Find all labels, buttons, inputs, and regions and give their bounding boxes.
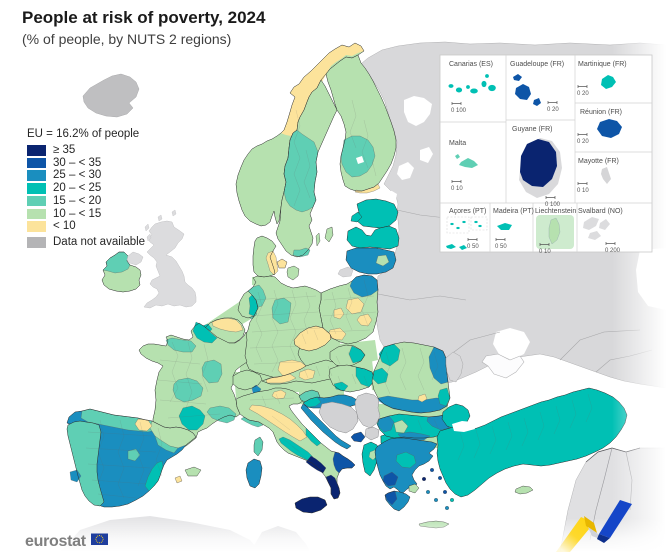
svg-text:0 200: 0 200 — [605, 248, 621, 254]
svg-text:Madeira (PT): Madeira (PT) — [493, 208, 534, 215]
svg-text:Réunion (FR): Réunion (FR) — [580, 109, 622, 116]
svg-text:0 100: 0 100 — [451, 108, 467, 114]
svg-text:0 50: 0 50 — [495, 244, 507, 250]
svg-text:0 10: 0 10 — [577, 188, 589, 194]
svg-text:Liechtenstein: Liechtenstein — [535, 208, 576, 215]
svg-text:Martinique (FR): Martinique (FR) — [578, 61, 627, 68]
svg-text:Svalbard (NO): Svalbard (NO) — [578, 208, 623, 215]
svg-text:Guadeloupe (FR): Guadeloupe (FR) — [510, 61, 564, 68]
svg-text:0 10: 0 10 — [451, 186, 463, 192]
svg-text:0 10: 0 10 — [539, 249, 551, 255]
svg-text:Mayotte (FR): Mayotte (FR) — [578, 158, 619, 165]
svg-text:0 100: 0 100 — [545, 202, 561, 208]
svg-text:0 20: 0 20 — [577, 139, 589, 145]
svg-text:0 50: 0 50 — [467, 244, 479, 250]
svg-text:Malta: Malta — [449, 140, 466, 147]
svg-text:Canarias (ES): Canarias (ES) — [449, 61, 493, 68]
svg-text:eurostat: eurostat — [25, 533, 87, 550]
svg-text:Guyane (FR): Guyane (FR) — [512, 126, 552, 133]
svg-text:Açores (PT): Açores (PT) — [449, 208, 486, 215]
svg-text:0 20: 0 20 — [547, 107, 559, 113]
svg-text:0 20: 0 20 — [577, 91, 589, 97]
